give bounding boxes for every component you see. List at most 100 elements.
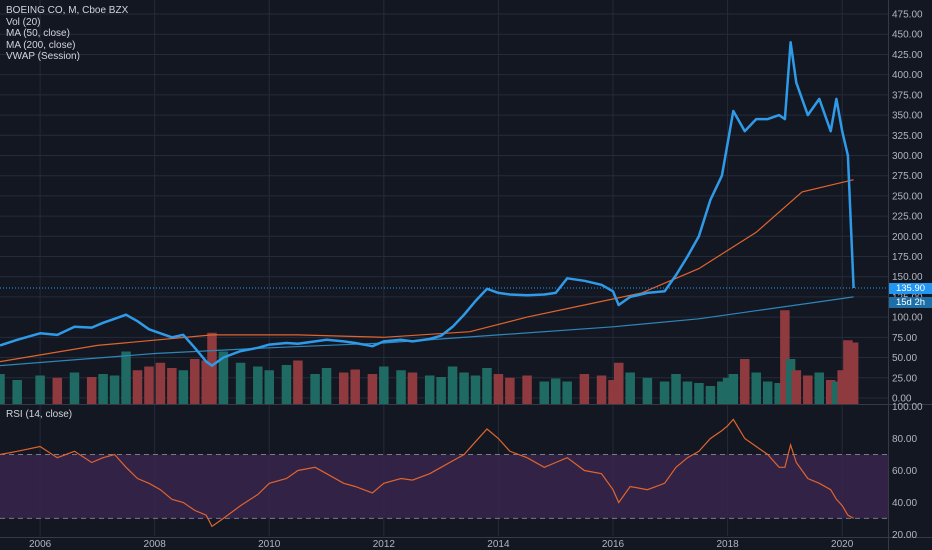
rsi-band — [0, 454, 888, 519]
rsi-tick-label: 60.00 — [892, 466, 917, 477]
price-tick-label: 250.00 — [892, 191, 923, 202]
ma200-tag: 15d 2h — [889, 296, 932, 308]
volume-bar — [155, 362, 166, 404]
price-tick-label: 100.00 — [892, 313, 923, 324]
volume-bar — [482, 368, 492, 404]
price-tick-label: 425.00 — [892, 50, 923, 61]
rsi-line — [0, 418, 854, 528]
volume-bar — [774, 383, 784, 404]
volume-bar — [167, 368, 177, 404]
volume-bar — [86, 377, 97, 404]
volume-bar — [522, 375, 532, 404]
volume-bar — [694, 383, 704, 404]
volume-bar — [218, 351, 229, 404]
volume-bar — [785, 359, 796, 404]
volume-bar — [132, 370, 143, 404]
volume-bar — [379, 366, 389, 404]
volume-bar — [253, 366, 263, 404]
volume-bar — [12, 380, 22, 404]
ma50-line — [0, 179, 854, 363]
volume-bar — [705, 386, 716, 404]
volume-bar — [579, 374, 590, 404]
price-tick-label: 225.00 — [892, 212, 923, 223]
time-tick-label: 2018 — [716, 539, 739, 550]
indicator-ma200: MA (200, close) — [6, 39, 76, 51]
volume-bar — [762, 381, 773, 404]
volume-bar — [671, 374, 681, 404]
volume-bar — [293, 360, 303, 404]
time-tick-label: 2020 — [831, 539, 854, 550]
volume-bar — [121, 351, 131, 404]
ma200-line — [0, 296, 854, 367]
volume-bar — [791, 370, 802, 404]
volume-bar — [848, 342, 859, 404]
price-tick-label: 50.00 — [892, 353, 917, 364]
series-lines — [0, 41, 888, 528]
price-tick-label: 275.00 — [892, 171, 923, 182]
volume-bar — [814, 372, 825, 404]
volume-bar — [803, 375, 813, 404]
volume-bar — [190, 359, 200, 404]
price-tick-label: 25.00 — [892, 373, 917, 384]
volume-bar — [505, 377, 515, 404]
price-tick-label: 375.00 — [892, 90, 923, 101]
volume-bar — [682, 381, 693, 404]
last-price-tag: 135.90 — [889, 282, 932, 294]
volume-bar — [562, 381, 572, 404]
volume-bar — [608, 380, 618, 404]
volume-bar — [407, 372, 418, 404]
price-tick-label: 175.00 — [892, 252, 923, 263]
time-tick-label: 2008 — [144, 539, 167, 550]
volume-bar — [825, 380, 836, 404]
time-tick-label: 2014 — [487, 539, 510, 550]
volume-bar — [722, 377, 733, 404]
volume-bar — [52, 377, 63, 404]
time-tick-label: 2012 — [373, 539, 396, 550]
rsi-tick-label: 100.00 — [892, 402, 923, 413]
volume-bar — [728, 374, 739, 404]
volume-bar — [493, 374, 504, 404]
indicator-ma50: MA (50, close) — [6, 28, 70, 39]
volume-bar — [321, 368, 332, 404]
volume-bar — [642, 377, 653, 404]
volume-bar — [550, 378, 561, 404]
price-tick-label: 150.00 — [892, 272, 923, 283]
volume-bar — [281, 365, 292, 404]
volume-bar — [740, 359, 750, 404]
volume-bar — [201, 360, 211, 404]
time-tick-label: 2016 — [602, 539, 625, 550]
volume-bar — [207, 332, 217, 404]
volume-bar — [659, 381, 670, 404]
volume-bar — [350, 369, 360, 404]
volume-bar — [837, 370, 847, 404]
volume-bar — [144, 366, 154, 404]
time-tick-label: 2006 — [29, 539, 52, 550]
indicator-vwap: VWAP (Session) — [6, 51, 80, 62]
volume-bar — [98, 374, 108, 404]
price-tick-label: 475.00 — [892, 10, 923, 21]
volume-bar — [447, 366, 458, 404]
price-tick-label: 300.00 — [892, 151, 923, 162]
chart-legend: BOEING CO, M, Cboe BZX Vol (20) MA (50, … — [6, 5, 128, 63]
price-tick-label: 0.00 — [892, 393, 912, 404]
volume-bar — [424, 375, 435, 404]
volume-bar — [625, 372, 635, 404]
volume-bar — [338, 372, 349, 404]
rsi-tick-label: 80.00 — [892, 434, 917, 445]
price-tick-label: 450.00 — [892, 30, 923, 41]
rsi-band-fill — [0, 454, 888, 519]
symbol-label: BOEING CO, M, Cboe BZX — [6, 5, 129, 16]
volume-bar — [780, 310, 790, 404]
volume-bar — [717, 381, 727, 404]
volume-bar — [613, 362, 624, 404]
volume-bar — [69, 372, 80, 404]
volume-bar — [596, 375, 607, 404]
volume-bar — [178, 370, 189, 404]
price-line — [0, 41, 855, 367]
volume-bar — [235, 362, 246, 404]
volume-bar — [470, 375, 481, 404]
indicator-vol: Vol (20) — [6, 16, 41, 28]
volume-bars — [0, 310, 859, 404]
rsi-tick-label: 20.00 — [892, 530, 917, 541]
